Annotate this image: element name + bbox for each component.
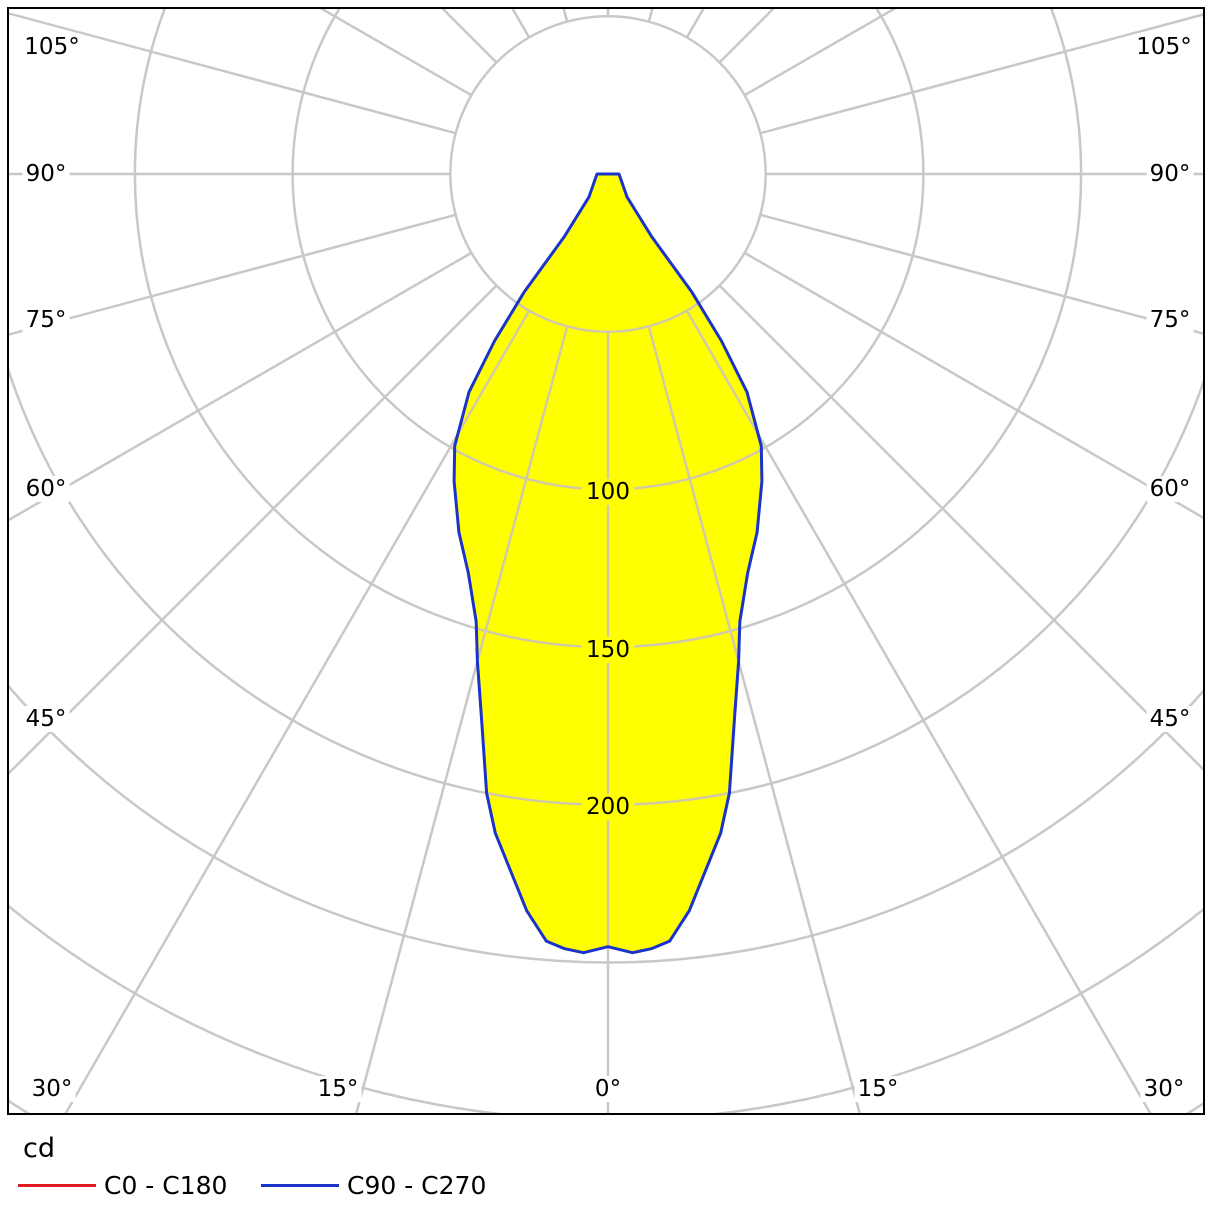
angle-label-right-60: 60° [1146,476,1194,502]
angle-label-right-105: 105° [1133,34,1195,60]
angle-label-left-75: 75° [22,307,70,333]
polar-plot [9,9,1203,1113]
legend-line-blue-icon [261,1183,339,1187]
polar-chart-frame: 105° 90° 75° 60° 45° 105° 90° 75° 60° 45… [7,7,1205,1115]
angle-label-left-60: 60° [22,476,70,502]
angle-label-bottom-0: 0° [591,1076,625,1102]
legend-line-red-icon [18,1183,96,1187]
angle-label-bottom-15-left: 15° [314,1076,362,1102]
angle-label-bottom-30-left: 30° [28,1076,76,1102]
angle-label-left-90: 90° [22,161,70,187]
angle-label-left-105: 105° [21,34,83,60]
angle-label-right-75: 75° [1146,307,1194,333]
angle-label-bottom-30-right: 30° [1140,1076,1188,1102]
angle-label-bottom-15-right: 15° [854,1076,902,1102]
ring-label-100: 100 [582,479,634,505]
legend-item-c90-c270: C90 - C270 [261,1170,486,1200]
ring-label-150: 150 [582,637,634,663]
angle-label-right-45: 45° [1146,706,1194,732]
unit-label: cd [23,1133,55,1164]
legend-label-c90-c270: C90 - C270 [347,1170,487,1200]
angle-label-right-90: 90° [1146,161,1194,187]
angle-label-left-45: 45° [22,706,70,732]
ring-label-200: 200 [582,794,634,820]
legend-label-c0-c180: C0 - C180 [104,1170,228,1200]
legend-item-c0-c180: C0 - C180 [18,1170,227,1200]
